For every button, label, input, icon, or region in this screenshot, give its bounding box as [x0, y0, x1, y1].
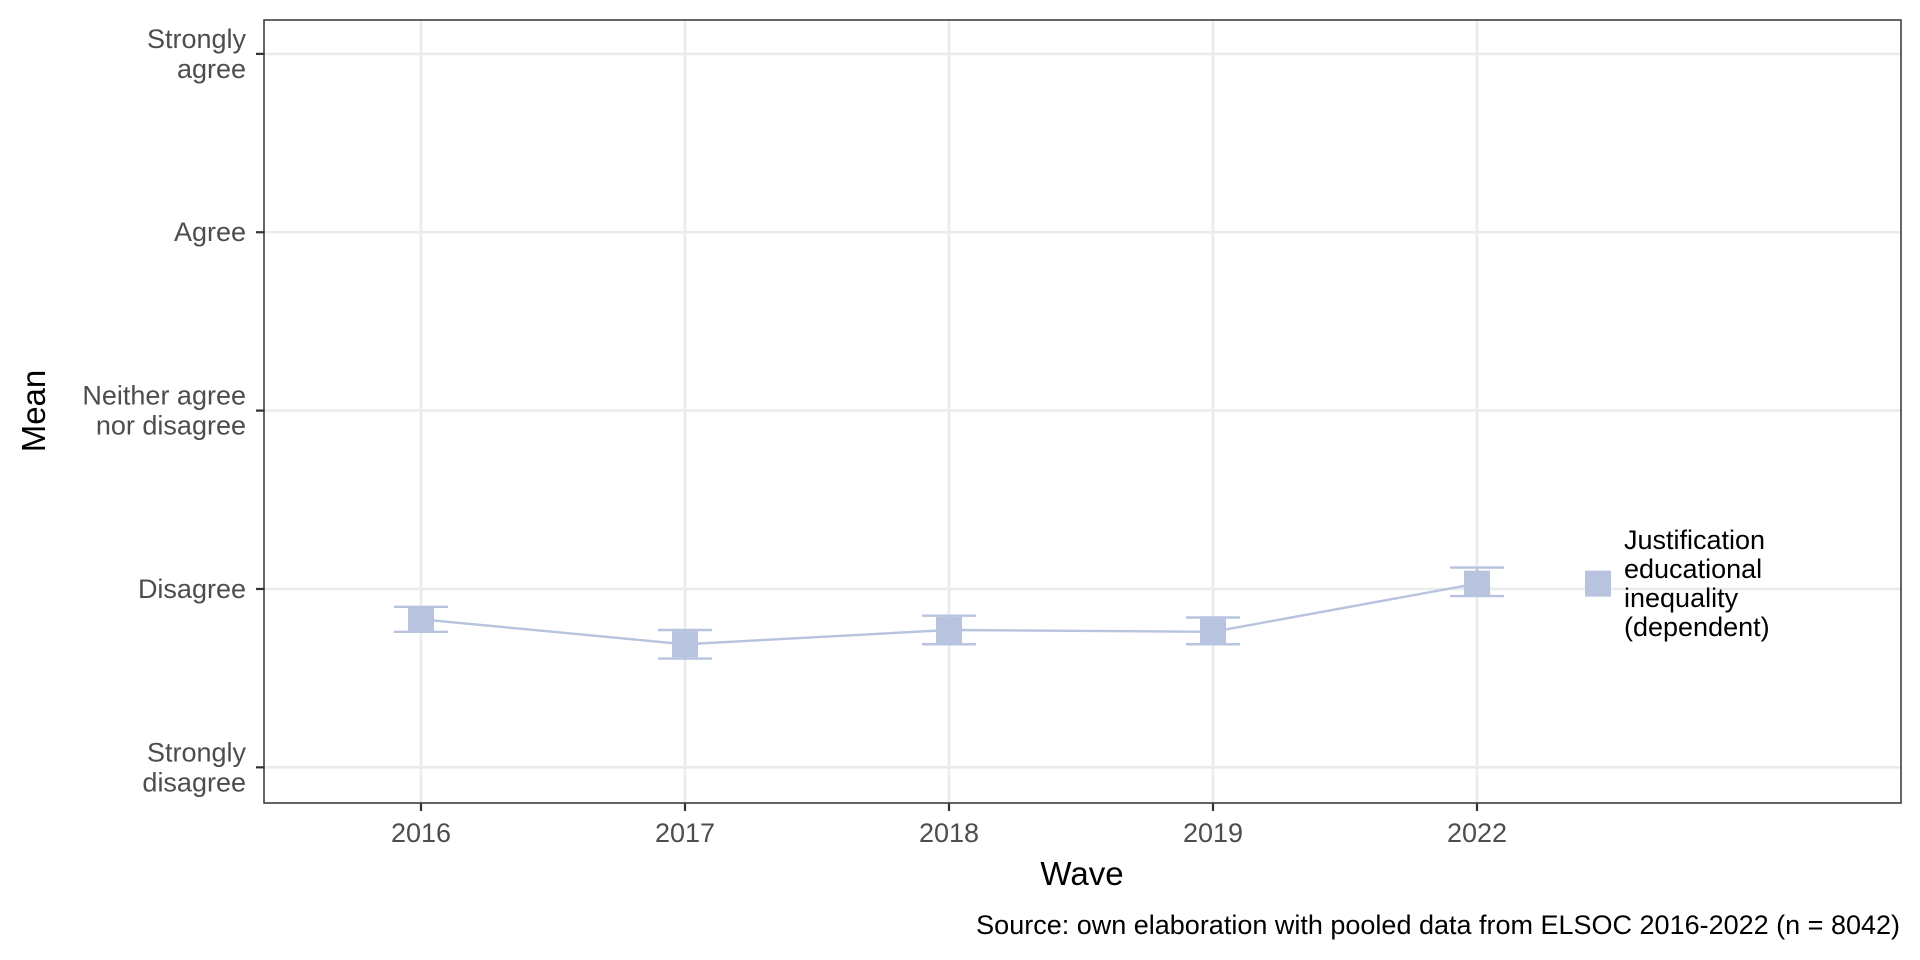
x-axis: 2016 2017 2018 2019 2022	[391, 803, 1507, 848]
y-tick-label: agree	[177, 54, 246, 84]
y-tick-label: Strongly	[147, 24, 247, 54]
data-point	[1464, 570, 1490, 597]
y-tick-label: Agree	[174, 217, 246, 247]
legend-key	[1585, 570, 1611, 597]
x-tick-label: 2018	[919, 818, 979, 848]
caption: Source: own elaboration with pooled data…	[976, 910, 1900, 940]
data-point	[936, 616, 962, 643]
legend: Justificationeducationalinequality(depen…	[1585, 525, 1770, 642]
legend-label: educational	[1624, 554, 1762, 584]
y-tick-label: nor disagree	[96, 411, 246, 441]
x-tick-label: 2019	[1183, 818, 1243, 848]
x-tick-label: 2022	[1447, 818, 1507, 848]
series-layer	[394, 566, 1504, 660]
y-tick-label: Disagree	[138, 574, 246, 604]
x-tick-label: 2017	[655, 818, 715, 848]
legend-label: Justification	[1624, 525, 1765, 555]
y-tick-label: disagree	[142, 767, 246, 797]
grid	[264, 20, 1901, 803]
y-tick-label: Neither agree	[82, 381, 246, 411]
y-axis-title: Mean	[15, 370, 52, 453]
x-tick-label: 2016	[391, 818, 451, 848]
x-axis-title: Wave	[1040, 855, 1123, 892]
legend-label: inequality	[1624, 583, 1739, 613]
data-point	[1200, 618, 1226, 645]
data-point	[672, 631, 698, 658]
legend-label: (dependent)	[1624, 612, 1770, 642]
y-tick-label: Strongly	[147, 737, 247, 767]
data-point	[408, 606, 434, 633]
